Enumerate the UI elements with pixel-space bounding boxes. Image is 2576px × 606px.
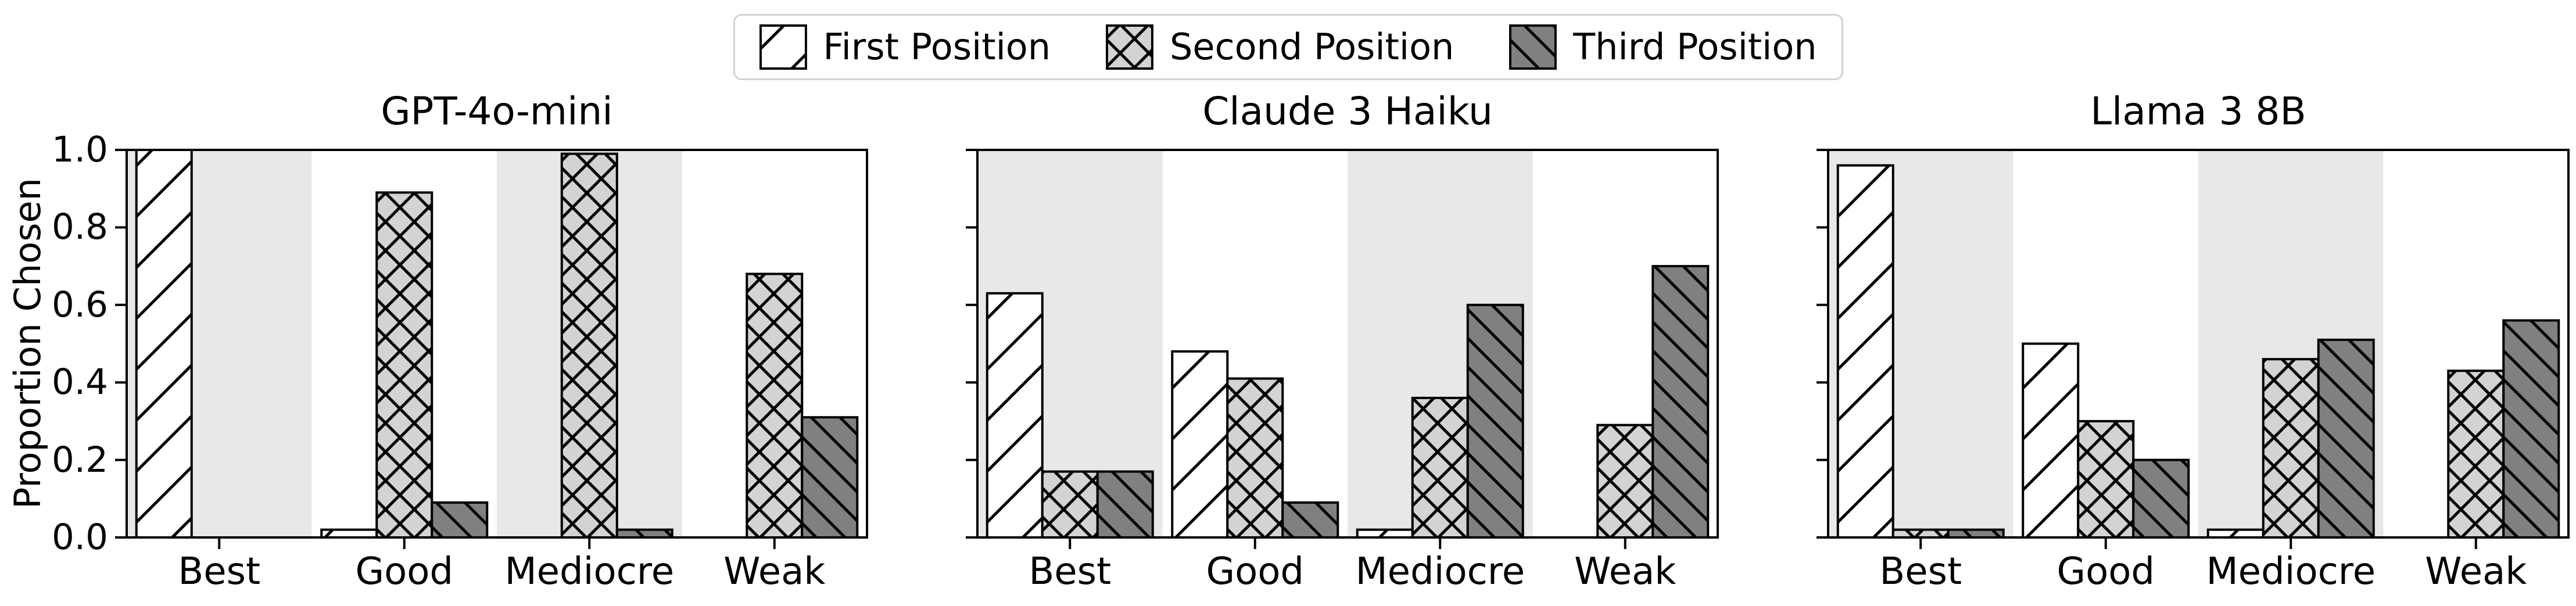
bar bbox=[1171, 350, 1229, 539]
bar bbox=[2447, 370, 2505, 539]
x-tick-label: Mediocre bbox=[1355, 550, 1525, 593]
bar bbox=[431, 501, 489, 539]
x-tick-labels-gpt-4o-mini: Best Good Mediocre Weak bbox=[127, 547, 867, 596]
x-tick-labels-claude-3-haiku: Best Good Mediocre Weak bbox=[977, 547, 1718, 596]
plot-gpt-4o-mini bbox=[115, 149, 868, 549]
bar bbox=[320, 528, 378, 539]
legend: First Position Second Position Third Pos… bbox=[733, 14, 1843, 80]
bar bbox=[1836, 164, 1894, 539]
bar bbox=[560, 152, 618, 539]
bar bbox=[2132, 458, 2190, 539]
legend-item-first-position: First Position bbox=[759, 24, 1051, 70]
bar bbox=[1356, 528, 1414, 539]
plot-claude-3-haiku bbox=[966, 149, 1719, 549]
x-tick-label: Weak bbox=[723, 550, 826, 593]
bar bbox=[2502, 319, 2560, 539]
x-tick-label: Weak bbox=[2425, 550, 2527, 593]
x-tick-label: Best bbox=[178, 550, 261, 593]
y-tick-label: 0.8 bbox=[51, 206, 108, 248]
legend-label-second-position: Second Position bbox=[1170, 26, 1454, 68]
y-tick-label: 0.6 bbox=[51, 284, 108, 325]
bar bbox=[2317, 338, 2375, 539]
bar bbox=[1041, 470, 1099, 539]
legend-swatch-first-position-icon bbox=[759, 24, 807, 70]
x-tick-label: Good bbox=[2056, 550, 2155, 593]
x-tick-labels-llama-3-8b: Best Good Mediocre Weak bbox=[1828, 547, 2568, 596]
subplot-title-claude-3-haiku: Claude 3 Haiku bbox=[1202, 89, 1493, 134]
bar bbox=[135, 149, 193, 539]
x-tick-label: Good bbox=[355, 550, 454, 593]
bar bbox=[2077, 419, 2135, 539]
bar bbox=[1947, 528, 2005, 539]
bar bbox=[1226, 377, 1284, 539]
bar bbox=[1891, 528, 1950, 539]
bar bbox=[1651, 265, 1710, 539]
bar bbox=[801, 416, 859, 539]
bar bbox=[615, 528, 673, 539]
bar bbox=[1596, 424, 1654, 539]
bar bbox=[1466, 303, 1524, 539]
y-tick-label: 0.0 bbox=[51, 517, 108, 558]
legend-swatch-third-position-icon bbox=[1509, 24, 1557, 70]
axes-spine bbox=[976, 149, 1719, 539]
bar bbox=[2206, 528, 2265, 539]
bar bbox=[2262, 358, 2320, 539]
bar bbox=[1096, 470, 1154, 539]
y-tick-labels: 0.0 0.2 0.4 0.6 0.8 1.0 bbox=[0, 129, 108, 558]
bar bbox=[746, 272, 804, 539]
y-tick-label: 0.4 bbox=[51, 361, 108, 403]
x-tick-label: Best bbox=[1029, 550, 1112, 593]
legend-label-first-position: First Position bbox=[823, 26, 1051, 68]
legend-item-second-position: Second Position bbox=[1106, 24, 1454, 70]
subplot-title-llama-3-8b: Llama 3 8B bbox=[2090, 89, 2306, 134]
bar bbox=[1281, 501, 1339, 539]
y-tick-label: 1.0 bbox=[51, 129, 108, 170]
bar bbox=[986, 292, 1044, 539]
legend-item-third-position: Third Position bbox=[1509, 24, 1817, 70]
subplot-title-gpt-4o-mini: GPT-4o-mini bbox=[381, 89, 613, 134]
axes-spine bbox=[1827, 149, 2570, 539]
axes-spine bbox=[126, 149, 868, 539]
legend-swatch-second-position-icon bbox=[1106, 24, 1154, 70]
x-tick-label: Weak bbox=[1574, 550, 1676, 593]
plot-llama-3-8b bbox=[1817, 149, 2570, 549]
bar bbox=[2022, 342, 2080, 539]
x-tick-label: Mediocre bbox=[504, 550, 675, 593]
bar bbox=[1411, 396, 1469, 539]
legend-label-third-position: Third Position bbox=[1573, 26, 1817, 68]
y-tick-label: 0.2 bbox=[51, 439, 108, 481]
x-tick-label: Mediocre bbox=[2206, 550, 2376, 593]
x-tick-label: Best bbox=[1879, 550, 1962, 593]
x-tick-label: Good bbox=[1206, 550, 1305, 593]
bar bbox=[375, 191, 433, 539]
